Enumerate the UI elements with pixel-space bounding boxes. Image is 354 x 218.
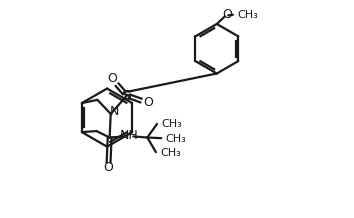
Text: CH₃: CH₃	[161, 119, 182, 129]
Text: O: O	[108, 72, 118, 85]
Text: NH: NH	[120, 129, 139, 142]
Text: O: O	[104, 161, 114, 174]
Text: N: N	[109, 105, 119, 118]
Text: CH₃: CH₃	[160, 148, 181, 158]
Text: S: S	[122, 89, 132, 102]
Text: CH₃: CH₃	[238, 10, 258, 20]
Text: CH₃: CH₃	[166, 134, 186, 144]
Text: O: O	[222, 8, 232, 21]
Text: O: O	[143, 95, 153, 109]
